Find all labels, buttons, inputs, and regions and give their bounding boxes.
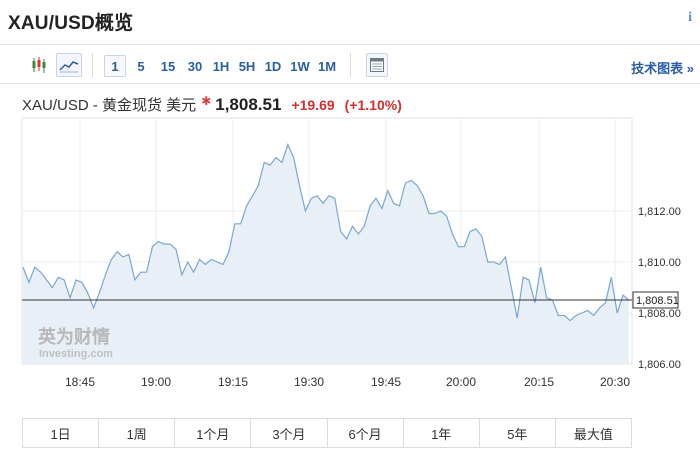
series-area — [23, 144, 629, 364]
toolbar-divider — [350, 53, 351, 77]
x-tick-label: 18:45 — [65, 375, 95, 389]
price-chart[interactable]: 英为财情 Investing.com 1,812.00 1,810.00 1,808.0… — [0, 116, 700, 416]
x-tick-label: 20:00 — [446, 375, 476, 389]
period-6m[interactable]: 6个月 — [328, 419, 404, 447]
interval-1m[interactable]: 1M — [317, 58, 337, 74]
chart-toolbar: 1 5 15 30 1H 5H 1D 1W 1M 技术图表 » — [0, 44, 700, 84]
x-tick-label: 19:00 — [141, 375, 171, 389]
realtime-star-icon: ✱ — [201, 94, 212, 108]
technical-chart-link[interactable]: 技术图表 » — [631, 61, 694, 76]
instrument-name: XAU/USD - 黄金现货 美元 — [22, 97, 197, 114]
interval-1d[interactable]: 1D — [264, 58, 282, 74]
period-1y[interactable]: 1年 — [404, 419, 480, 447]
price-change: +19.69 — [291, 97, 335, 113]
page-header: XAU/USD概览 i — [0, 0, 700, 36]
y-tick-label: 1,806.00 — [638, 359, 681, 371]
period-1d[interactable]: 1日 — [23, 419, 100, 447]
price-change-percent: (+1.10%) — [344, 97, 402, 113]
watermark-en: Investing.com — [39, 348, 113, 360]
quote-line: XAU/USD - 黄金现货 美元 ✱ 1,808.51 +19.69 (+1.… — [22, 94, 402, 116]
series-line — [22, 143, 630, 322]
x-tick-label: 20:30 — [600, 375, 630, 389]
x-tick-label: 19:45 — [371, 375, 401, 389]
interval-1[interactable]: 1 — [104, 55, 126, 77]
y-tick-label: 1,812.00 — [638, 206, 681, 218]
interval-15[interactable]: 15 — [160, 58, 176, 74]
interval-5h[interactable]: 5H — [238, 58, 256, 74]
x-tick-label: 20:15 — [524, 375, 554, 389]
interval-1w[interactable]: 1W — [290, 58, 310, 74]
period-max[interactable]: 最大值 — [573, 426, 613, 442]
y-tick-label: 1,808.00 — [638, 308, 681, 320]
interval-1h[interactable]: 1H — [212, 58, 230, 74]
page-title: XAU/USD概览 — [8, 13, 134, 34]
current-price-tag — [632, 291, 679, 309]
interval-30[interactable]: 30 — [187, 58, 203, 74]
x-tick-label: 19:30 — [294, 375, 324, 389]
y-tick-label: 1,810.00 — [638, 257, 681, 269]
watermark-cn: 英为财情 — [37, 326, 110, 348]
toolbar-divider — [92, 53, 93, 77]
info-icon[interactable]: i — [688, 10, 692, 25]
period-1m[interactable]: 1个月 — [175, 419, 252, 447]
period-3m[interactable]: 3个月 — [251, 419, 328, 447]
period-1w[interactable]: 1周 — [99, 419, 176, 447]
candlestick-icon[interactable] — [28, 53, 50, 77]
table-icon[interactable] — [366, 53, 388, 77]
interval-5[interactable]: 5 — [137, 58, 145, 74]
line-chart-icon[interactable] — [56, 53, 82, 77]
period-5y[interactable]: 5年 — [480, 419, 556, 447]
period-selector: 1日 1周 1个月 3个月 6个月 1年 5年 最大值 — [22, 418, 632, 448]
x-tick-label: 19:15 — [218, 375, 248, 389]
last-price: 1,808.51 — [215, 95, 282, 114]
current-price-label: 1,808.51 — [636, 295, 679, 307]
